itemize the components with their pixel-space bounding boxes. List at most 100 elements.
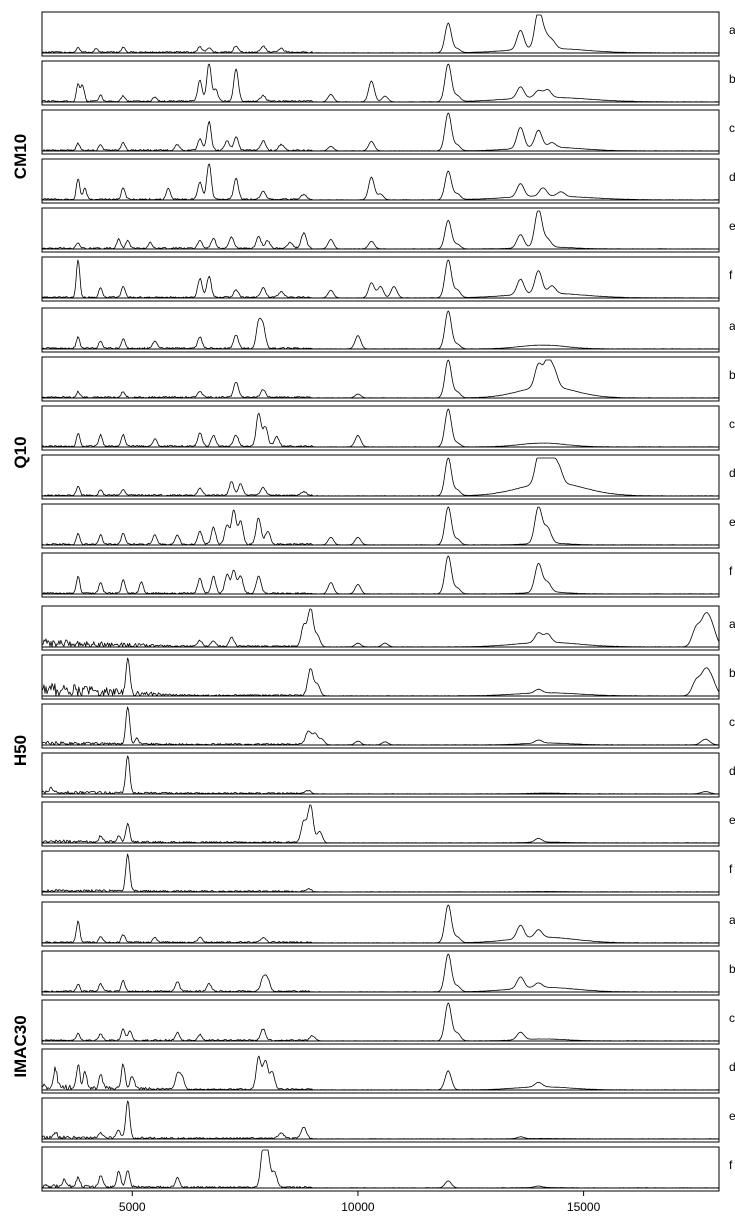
spectrum-series [41, 359, 719, 399]
panel-cm10-d: d [41, 158, 735, 204]
panel-h50-f: f [41, 850, 733, 896]
x-axis: 5000 10000 15000 [42, 1190, 719, 1214]
panel-q10-a: a [41, 307, 735, 353]
panel-h50-b: b [41, 654, 735, 700]
panel-q10-b: b [41, 356, 735, 402]
panel-letter: f [729, 564, 733, 578]
panel-letter: e [729, 813, 735, 827]
spectrum-series [41, 210, 720, 250]
spectrum-series [41, 953, 720, 993]
panel-q10-c: c [41, 405, 735, 451]
panel-frame [41, 752, 720, 798]
panel-cm10-e: e [41, 207, 735, 253]
panel-frame [41, 999, 720, 1045]
panel-h50-e: e [41, 801, 735, 847]
panel-letter: a [729, 319, 735, 333]
panel-imac30-a: a [41, 901, 735, 947]
panel-frame [41, 1146, 720, 1192]
panel-frame [41, 356, 720, 402]
panel-letter: f [729, 862, 733, 876]
panel-letter: b [729, 72, 735, 86]
spectrum-series [41, 755, 720, 795]
panel-h50-a: a [41, 605, 735, 651]
panel-letter: c [729, 121, 735, 135]
spectrum-series [41, 310, 719, 350]
panel-frame [41, 454, 720, 500]
group-q10: a b c d e f Q10 [11, 307, 735, 598]
panel-q10-f: f [41, 552, 733, 598]
panel-frame [41, 158, 720, 204]
spectrum-series [41, 853, 719, 893]
panel-imac30-e: e [41, 1097, 735, 1143]
spectra-groups: a b c d e f CM10 a b c d e f Q10 a b c d e f H50 a b c d e f IMAC30 [11, 11, 735, 1192]
panel-imac30-c: c [41, 999, 735, 1045]
panel-frame [41, 654, 720, 700]
panel-letter: e [729, 219, 735, 233]
group-h50: a b c d e f H50 [11, 605, 735, 896]
group-label: CM10 [11, 134, 30, 179]
panel-q10-d: d [41, 454, 735, 500]
spectrum-series [42, 163, 720, 201]
panel-frame [41, 60, 720, 106]
x-tick-label: 15000 [567, 1200, 601, 1214]
panel-cm10-b: b [41, 60, 735, 106]
panel-cm10-a: a [41, 11, 735, 57]
panel-frame [41, 850, 720, 896]
panel-frame [41, 109, 720, 155]
panel-frame [41, 605, 720, 651]
group-label: H50 [11, 735, 30, 766]
x-tick-label: 10000 [341, 1200, 375, 1214]
spectrum-series [41, 1149, 720, 1189]
panel-frame [41, 405, 720, 451]
panel-frame [41, 801, 720, 847]
panel-letter: b [729, 666, 735, 680]
panel-letter: b [729, 962, 735, 976]
panel-frame [41, 703, 720, 749]
spectrum-series [41, 63, 720, 103]
panel-imac30-b: b [41, 950, 735, 996]
spectrum-series [41, 804, 719, 844]
panel-frame [41, 503, 720, 549]
panel-letter: d [729, 170, 735, 184]
group-imac30: a b c d e f IMAC30 [11, 901, 735, 1192]
spectrum-series [41, 657, 720, 697]
panel-frame [41, 207, 720, 253]
spectrum-series [41, 1100, 720, 1140]
panel-letter: c [729, 417, 735, 431]
panel-letter: d [729, 1060, 735, 1074]
panel-letter: b [729, 368, 735, 382]
group-cm10: a b c d e f CM10 [11, 11, 735, 302]
panel-letter: d [729, 466, 735, 480]
spectrum-series [41, 555, 719, 595]
spectrum-series [41, 1002, 720, 1042]
panel-frame [41, 307, 720, 353]
panel-frame [41, 1048, 720, 1094]
panel-letter: d [729, 764, 735, 778]
group-label: Q10 [11, 436, 30, 468]
panel-letter: f [729, 1158, 733, 1172]
spectrum-series [41, 408, 720, 448]
panel-frame [41, 11, 720, 57]
panel-letter: e [729, 515, 735, 529]
panel-h50-c: c [41, 703, 735, 749]
panel-frame [41, 901, 720, 947]
spectrum-series [41, 904, 720, 944]
spectrum-series [41, 457, 719, 497]
spectrum-series [41, 112, 719, 152]
panel-letter: a [729, 617, 735, 631]
spectrum-series [41, 608, 720, 648]
panel-letter: e [729, 1109, 735, 1123]
panel-q10-e: e [41, 503, 735, 549]
spectrum-series [41, 706, 720, 746]
panel-letter: a [729, 23, 735, 37]
spectrum-series [41, 14, 720, 54]
panel-frame [41, 1097, 720, 1143]
panel-frame [41, 256, 720, 302]
panel-frame [41, 950, 720, 996]
spectrum-series [41, 506, 719, 546]
panel-letter: a [729, 913, 735, 927]
panel-imac30-d: d [41, 1048, 735, 1094]
spectrum-series [41, 259, 720, 299]
panel-imac30-f: f [41, 1146, 733, 1192]
